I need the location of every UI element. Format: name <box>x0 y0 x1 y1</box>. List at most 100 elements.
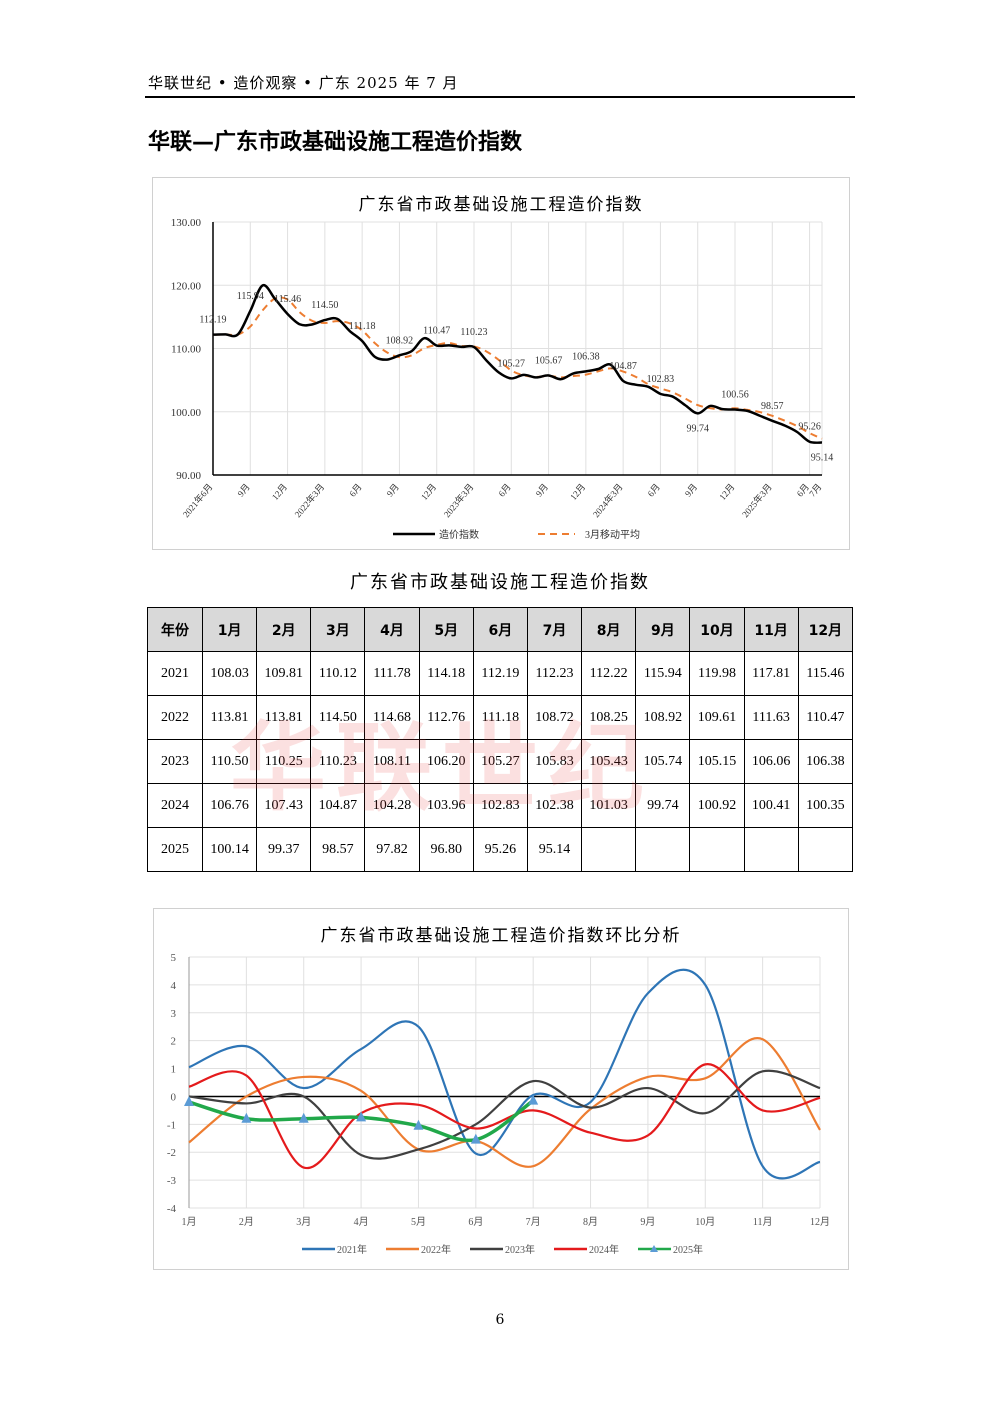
y-tick-label: -4 <box>167 1203 177 1215</box>
table-cell: 119.98 <box>689 651 745 696</box>
data-marker <box>413 1119 424 1130</box>
legend-marker <box>650 1245 658 1252</box>
table-cell: 2021 <box>147 651 203 696</box>
y-tick-label: 1 <box>171 1064 177 1076</box>
y-tick-label: 5 <box>171 952 177 964</box>
x-tick-label: 7月 <box>807 482 823 499</box>
x-tick-label: 9月 <box>640 1216 655 1228</box>
x-tick-label: 2024年3月 <box>590 481 624 519</box>
table-cell: 98.57 <box>310 827 366 872</box>
x-tick-label: 9月 <box>534 482 550 499</box>
table-row: 2023 110.50 110.25 110.23 108.11 106.20 105.27… <box>147 739 854 784</box>
table-cell: 111.18 <box>472 695 528 740</box>
table-cell: 105.43 <box>581 739 637 784</box>
series-line-2023年 <box>188 1069 821 1160</box>
table-cell: 2023 <box>147 739 203 784</box>
table-cell: 100.41 <box>743 783 799 828</box>
table-cell: 108.25 <box>581 695 637 740</box>
table-cell: 106.76 <box>201 783 258 828</box>
data-label: 105.67 <box>535 355 563 366</box>
table-cell <box>743 827 799 872</box>
table-cell: 101.03 <box>581 783 637 828</box>
table-cell: 114.68 <box>364 695 420 740</box>
data-label: 95.26 <box>798 422 821 433</box>
x-tick-label: 12月 <box>717 482 736 502</box>
y-tick-label: 130.00 <box>171 217 202 229</box>
table-cell: 114.18 <box>418 651 474 696</box>
column-header: 10月 <box>689 607 745 652</box>
table-cell: 112.76 <box>418 695 474 740</box>
x-tick-label: 2025年3月 <box>739 481 773 519</box>
data-label: 114.50 <box>311 300 338 311</box>
legend-label: 造价指数 <box>439 528 479 541</box>
table-cell: 102.38 <box>526 783 583 828</box>
x-tick-label: 10月 <box>695 1216 715 1228</box>
x-tick-label: 2022年3月 <box>292 481 326 519</box>
data-label: 106.38 <box>572 351 600 362</box>
data-label: 115.46 <box>274 294 301 305</box>
column-header: 7月 <box>526 607 583 652</box>
data-marker <box>298 1112 309 1123</box>
x-tick-label: 11月 <box>753 1216 773 1228</box>
chart-title: 广东省市政基础设施工程造价指数 <box>359 195 644 214</box>
table-cell: 2024 <box>147 783 203 828</box>
table-cell: 109.61 <box>689 695 745 740</box>
table-cell: 110.25 <box>256 739 312 784</box>
x-tick-label: 6月 <box>468 1216 483 1228</box>
column-header: 11月 <box>743 607 799 652</box>
data-marker <box>184 1096 194 1107</box>
table-title: 广东省市政基础设施工程造价指数 <box>350 572 650 593</box>
x-tick-label: 3月 <box>296 1216 311 1228</box>
data-label: 111.18 <box>349 321 376 332</box>
table-cell: 115.94 <box>635 651 691 696</box>
data-marker <box>356 1111 367 1122</box>
legend-label: 2023年 <box>505 1243 535 1256</box>
column-header: 3月 <box>310 607 366 652</box>
table-cell: 113.81 <box>201 695 258 740</box>
table-cell: 96.80 <box>418 827 474 872</box>
table-cell: 107.43 <box>256 783 312 828</box>
y-tick-label: 110.00 <box>171 344 201 356</box>
table-cell: 105.27 <box>472 739 528 784</box>
table-cell: 97.82 <box>364 827 420 872</box>
table-cell: 108.72 <box>526 695 583 740</box>
table-cell: 108.92 <box>635 695 691 740</box>
table-cell: 105.74 <box>635 739 691 784</box>
table-cell: 105.83 <box>526 739 583 784</box>
column-header: 2月 <box>256 607 312 652</box>
table-row: 2022 113.81 113.81 114.50 114.68 112.76 111.18… <box>147 695 854 740</box>
table-cell: 106.20 <box>418 739 474 784</box>
table-cell: 111.63 <box>743 695 799 740</box>
table-cell: 2025 <box>147 827 203 872</box>
table-cell: 99.37 <box>256 827 312 872</box>
x-tick-label: 12月 <box>810 1216 830 1228</box>
y-tick-label: 120.00 <box>171 280 202 292</box>
x-tick-label: 5月 <box>411 1216 426 1228</box>
table-cell: 108.03 <box>201 651 258 696</box>
table-cell: 115.46 <box>797 651 854 696</box>
mom-chart-svg: 广东省市政基础设施工程造价指数环比分析 -4 -3 -2 -1 0 1 2 3 4 5 1月 2月 3月 4… <box>167 926 830 1256</box>
column-header: 4月 <box>364 607 420 652</box>
y-tick-label: -3 <box>167 1175 177 1187</box>
x-tick-label: 7月 <box>526 1216 541 1228</box>
x-tick-label: 9月 <box>683 482 699 499</box>
table-cell: 111.78 <box>364 651 420 696</box>
table-cell: 102.83 <box>472 783 528 828</box>
x-tick-label: 12月 <box>270 482 289 502</box>
column-header: 12月 <box>797 607 854 652</box>
table-cell: 99.74 <box>635 783 691 828</box>
index-chart: 广东省市政基础设施工程造价指数 90.00 100.00 110.00 120.00 13… <box>152 177 850 550</box>
legend-label: 2021年 <box>337 1243 367 1256</box>
y-tick-label: 4 <box>171 980 177 992</box>
table-cell: 100.92 <box>689 783 745 828</box>
x-tick-label: 12月 <box>568 482 587 502</box>
data-label: 99.74 <box>686 423 709 434</box>
table-cell: 103.96 <box>418 783 474 828</box>
series-line-2021年 <box>188 968 821 1180</box>
data-marker <box>528 1094 539 1105</box>
table-cell: 104.28 <box>364 783 420 828</box>
table-cell: 106.38 <box>797 739 854 784</box>
y-tick-label: -1 <box>167 1119 176 1131</box>
series-line-2024年 <box>188 1063 821 1169</box>
table-cell <box>581 827 637 872</box>
